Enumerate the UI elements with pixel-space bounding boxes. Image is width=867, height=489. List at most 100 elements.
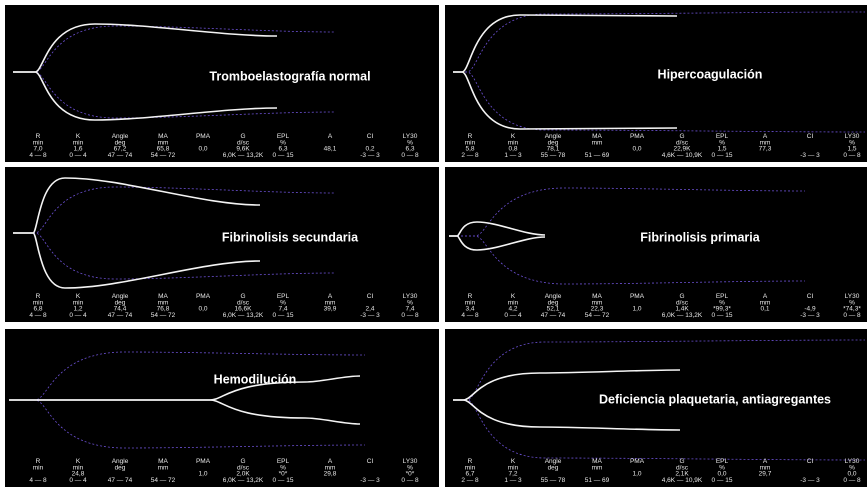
param-unit: deg bbox=[548, 299, 559, 306]
param-unit: mm bbox=[325, 464, 336, 471]
teg-trace bbox=[9, 375, 361, 401]
param-name: G bbox=[679, 133, 684, 140]
param-value: 6,7 bbox=[465, 471, 474, 478]
param-unit: mm bbox=[592, 139, 603, 146]
teg-trace bbox=[453, 71, 678, 130]
param-range: 55 — 78 bbox=[541, 477, 566, 484]
param-name: G bbox=[240, 458, 245, 465]
param-value: 1,5 bbox=[717, 146, 726, 153]
param-name: PMA bbox=[630, 133, 645, 140]
param-range: 4 — 8 bbox=[29, 152, 47, 159]
param-value: *74,3* bbox=[843, 306, 861, 313]
param-range: 47 — 74 bbox=[108, 152, 133, 159]
param-value: 2,0K bbox=[236, 471, 250, 478]
param-unit: % bbox=[849, 299, 855, 306]
param-unit: mm bbox=[760, 139, 771, 146]
param-name: K bbox=[511, 458, 516, 465]
param-value: 16,6K bbox=[235, 306, 253, 313]
param-value: 2,1K bbox=[675, 471, 689, 478]
teg-trace bbox=[453, 399, 681, 431]
param-range: 47 — 74 bbox=[108, 477, 133, 484]
panel-title: Tromboelastografía normal bbox=[209, 69, 370, 83]
param-unit: % bbox=[849, 464, 855, 471]
param-name: K bbox=[511, 133, 516, 140]
param-name: EPL bbox=[277, 133, 290, 140]
param-unit: min bbox=[73, 464, 84, 471]
param-unit: min bbox=[465, 299, 476, 306]
panel-background bbox=[445, 167, 867, 322]
param-value: 6,3 bbox=[405, 146, 414, 153]
param-name: Angle bbox=[545, 458, 562, 465]
param-range: 4 — 8 bbox=[29, 312, 47, 319]
param-unit: min bbox=[73, 299, 84, 306]
param-range: 1 — 3 bbox=[504, 477, 522, 484]
param-range: 0 — 4 bbox=[69, 152, 87, 159]
param-range: 0 — 4 bbox=[504, 312, 522, 319]
param-name: CI bbox=[367, 133, 374, 140]
param-name: R bbox=[36, 293, 41, 300]
param-range: 4 — 8 bbox=[461, 312, 479, 319]
param-name: R bbox=[468, 458, 473, 465]
param-value: 67,2 bbox=[114, 146, 127, 153]
param-range: 47 — 74 bbox=[108, 312, 133, 319]
param-value: 0,0 bbox=[717, 471, 726, 478]
param-value: 6,8 bbox=[33, 306, 42, 313]
param-name: R bbox=[468, 293, 473, 300]
param-name: G bbox=[240, 133, 245, 140]
param-name: Angle bbox=[112, 458, 129, 465]
param-name: EPL bbox=[716, 293, 729, 300]
teg-trace bbox=[13, 177, 261, 234]
param-name: MA bbox=[158, 458, 168, 465]
param-range: 0 — 15 bbox=[273, 152, 294, 159]
param-unit: % bbox=[280, 139, 286, 146]
param-unit: min bbox=[465, 139, 476, 146]
param-unit: mm bbox=[158, 139, 169, 146]
reference-envelope bbox=[13, 399, 366, 449]
param-range: 4,6K — 10,9K bbox=[662, 477, 703, 484]
param-name: K bbox=[76, 293, 81, 300]
reference-envelope bbox=[13, 232, 336, 280]
param-value: 0,0 bbox=[198, 146, 207, 153]
param-name: A bbox=[328, 458, 333, 465]
param-value: *99,3* bbox=[713, 306, 731, 313]
param-unit: % bbox=[719, 139, 725, 146]
param-name: PMA bbox=[196, 133, 211, 140]
param-name: PMA bbox=[196, 293, 211, 300]
param-name: R bbox=[36, 133, 41, 140]
param-range: 0 — 8 bbox=[843, 152, 861, 159]
param-unit: min bbox=[465, 464, 476, 471]
param-range: 51 — 69 bbox=[585, 477, 610, 484]
param-name: LY30 bbox=[403, 458, 418, 465]
param-range: 2 — 8 bbox=[461, 477, 479, 484]
param-name: A bbox=[328, 293, 333, 300]
param-value: 52,1 bbox=[547, 306, 560, 313]
param-name: LY30 bbox=[845, 133, 860, 140]
param-value: *0* bbox=[406, 471, 415, 478]
param-unit: mm bbox=[325, 299, 336, 306]
param-name: PMA bbox=[630, 458, 645, 465]
param-range: -3 — 3 bbox=[360, 312, 380, 319]
param-name: CI bbox=[367, 293, 374, 300]
param-name: K bbox=[511, 293, 516, 300]
param-unit: % bbox=[407, 464, 413, 471]
param-value: 7,2 bbox=[508, 471, 517, 478]
param-value: 6,3 bbox=[278, 146, 287, 153]
param-range: 0 — 4 bbox=[69, 312, 87, 319]
param-name: R bbox=[36, 458, 41, 465]
param-value: 1,0 bbox=[632, 306, 641, 313]
param-value: 22,3 bbox=[591, 306, 604, 313]
param-name: Angle bbox=[112, 133, 129, 140]
param-unit: % bbox=[280, 299, 286, 306]
teg-panel: Deficiencia plaquetaria, antiagregantes R… bbox=[445, 329, 867, 487]
param-unit: mm bbox=[760, 299, 771, 306]
param-unit: d/sc bbox=[676, 464, 689, 471]
param-value: 1,0 bbox=[632, 471, 641, 478]
param-unit: % bbox=[407, 299, 413, 306]
param-value: 7,0 bbox=[33, 146, 42, 153]
param-range: 0 — 8 bbox=[401, 152, 419, 159]
param-name: CI bbox=[367, 458, 374, 465]
param-unit: min bbox=[508, 139, 519, 146]
param-name: Angle bbox=[112, 293, 129, 300]
